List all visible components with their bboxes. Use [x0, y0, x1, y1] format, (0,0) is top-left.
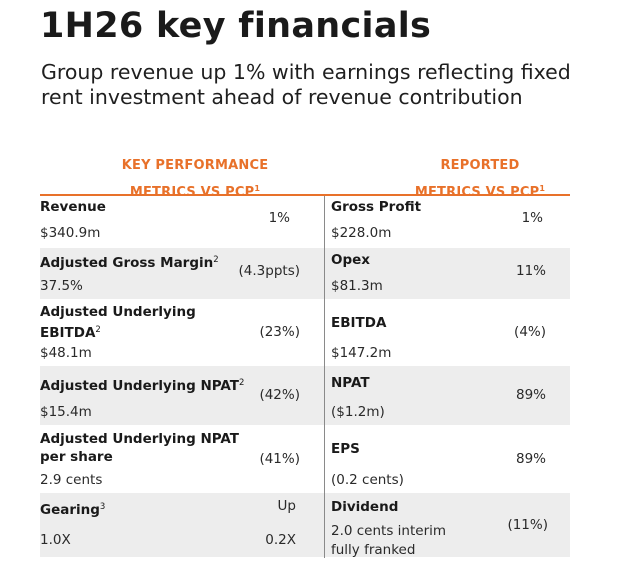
row-value: 1.0X: [40, 532, 71, 548]
row-label-text: Adjusted Underlying NPAT: [40, 378, 239, 394]
header-key-metrics-line2: METRICS VS PCP1: [95, 177, 295, 204]
row-change: 1%: [268, 210, 290, 226]
table-row: Adjusted Underlying NPAT per share 2.9 c…: [40, 426, 570, 493]
header-reported-metrics: REPORTED METRICS VS PCP1: [380, 154, 580, 204]
footnote-marker: 3: [99, 502, 106, 512]
footnote-marker: 1: [539, 184, 546, 193]
header-key-metrics: KEY PERFORMANCE METRICS VS PCP1: [95, 154, 295, 204]
row-label: Adjusted Underlying NPAT per share: [40, 430, 239, 466]
row-change: 0.2X: [265, 532, 296, 548]
row-label: Gross Profit: [331, 199, 422, 215]
row-change: (11%): [507, 517, 548, 533]
row-label-text: Gearing: [40, 502, 100, 518]
row-change: (42%): [259, 387, 300, 403]
row-change: 11%: [515, 263, 546, 279]
row-change: 1%: [521, 210, 543, 226]
row-change: (4.3ppts): [238, 263, 300, 279]
row-value: $15.4m: [40, 404, 92, 420]
row-label-text: Adjusted Gross Margin: [40, 255, 214, 271]
row-label: NPAT: [331, 375, 370, 391]
row-value-line2: fully franked: [331, 542, 416, 558]
header-reported-metrics-line2: METRICS VS PCP1: [380, 177, 580, 204]
footnote-marker: 2: [213, 255, 219, 265]
row-change: (4%): [514, 324, 546, 340]
row-label: Dividend: [331, 499, 399, 515]
footnote-marker: 2: [95, 325, 101, 335]
row-value: (0.2 cents): [331, 472, 404, 488]
row-value: $228.0m: [331, 225, 392, 241]
row-label: Adjusted Underlying NPAT2: [40, 374, 244, 395]
row-label-line2: EBITDA2: [40, 321, 196, 342]
header-key-metrics-line1: KEY PERFORMANCE: [121, 158, 269, 173]
row-value: $81.3m: [331, 278, 383, 294]
footnote-marker: 2: [239, 378, 245, 388]
row-value: ($1.2m): [331, 404, 385, 420]
row-value: $147.2m: [331, 345, 392, 361]
table-row: Adjusted Underlying NPAT2 $15.4m (42%) N…: [40, 366, 570, 426]
row-label: EPS: [331, 441, 360, 457]
row-label-text: EBITDA: [40, 325, 96, 341]
row-label: Adjusted Gross Margin2: [40, 251, 219, 272]
row-label: Gearing3: [40, 498, 105, 519]
table-row: Adjusted Underlying EBITDA2 $48.1m (23%)…: [40, 300, 570, 366]
header-reported-metrics-text: METRICS VS PCP: [414, 185, 540, 200]
row-label-line2: per share: [40, 449, 113, 465]
row-label: EBITDA: [331, 315, 387, 331]
table-row: Gearing3 1.0X Up 0.2X Dividend 2.0 cents…: [40, 493, 570, 558]
table-row: Adjusted Gross Margin2 37.5% (4.3ppts) O…: [40, 248, 570, 300]
row-label: Adjusted Underlying EBITDA2: [40, 303, 196, 342]
footnote-marker: 1: [254, 184, 261, 193]
row-change: (23%): [259, 324, 300, 340]
table-row: Revenue $340.9m 1% Gross Profit $228.0m …: [40, 196, 570, 248]
header-key-metrics-text: METRICS VS PCP: [129, 185, 255, 200]
page-subtitle: Group revenue up 1% with earnings reflec…: [41, 60, 571, 109]
row-label-line1: Adjusted Underlying: [40, 304, 196, 320]
column-divider: [324, 196, 325, 558]
row-change: (41%): [259, 451, 300, 467]
page-title: 1H26 key financials: [40, 6, 432, 46]
header-reported-metrics-line1: REPORTED: [440, 158, 520, 173]
row-value-line1: 2.0 cents interim: [331, 523, 447, 539]
row-value: 2.0 cents interim fully franked: [331, 522, 446, 560]
row-label: Opex: [331, 252, 371, 268]
row-change-top: Up: [277, 498, 296, 514]
row-label-line1: Adjusted Underlying NPAT: [40, 431, 239, 447]
row-value: 37.5%: [40, 278, 83, 294]
row-change: 89%: [515, 451, 546, 467]
row-value: 2.9 cents: [40, 472, 103, 488]
row-change: 89%: [515, 387, 546, 403]
row-label: Revenue: [40, 199, 106, 215]
row-value: $340.9m: [40, 225, 101, 241]
row-value: $48.1m: [40, 345, 92, 361]
header-rule: [40, 194, 570, 196]
